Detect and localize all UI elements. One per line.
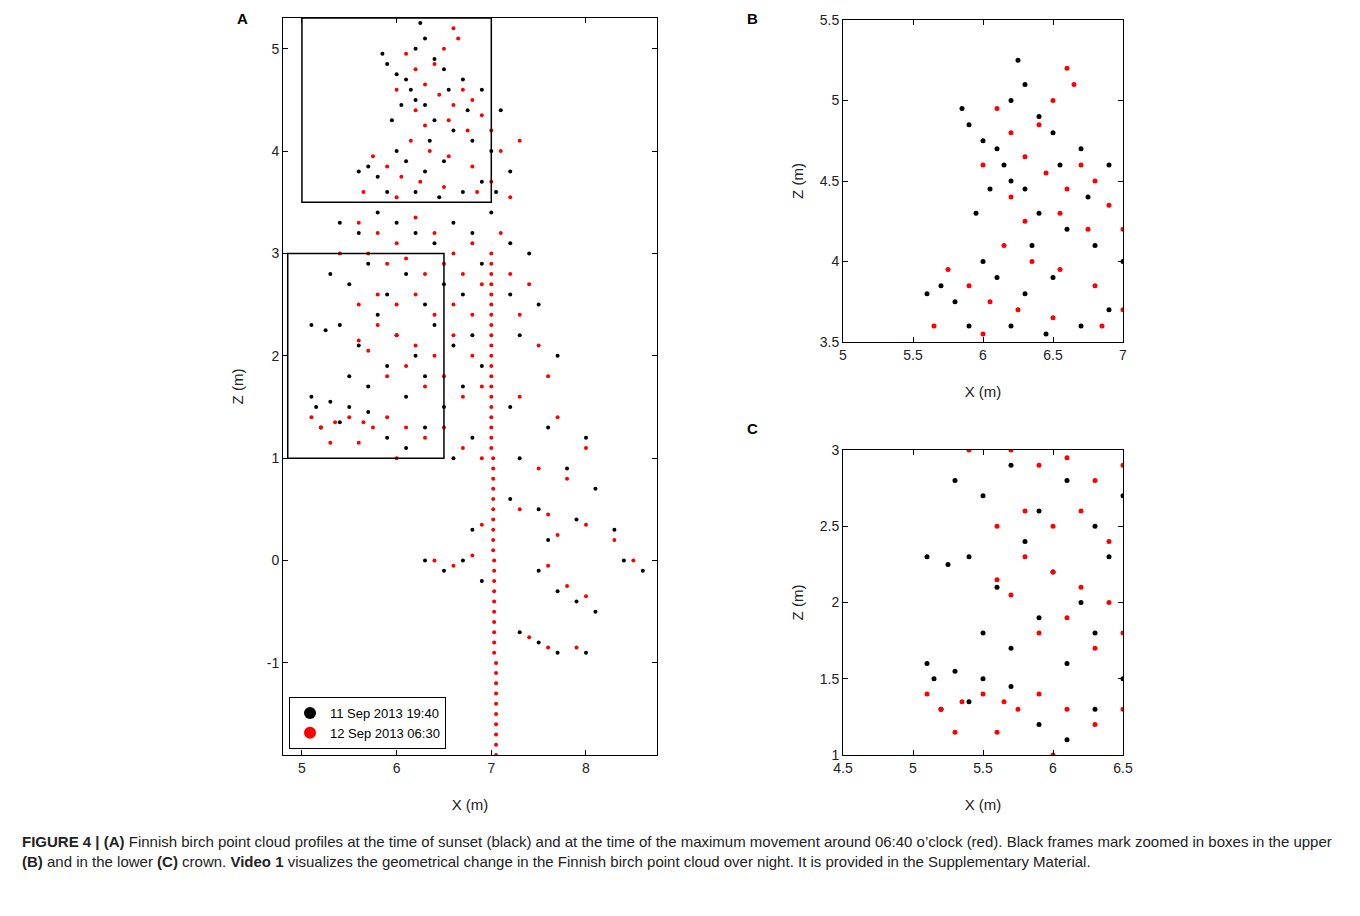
svg-text:1: 1 [271, 450, 279, 466]
svg-text:6: 6 [979, 347, 987, 363]
svg-text:X (m): X (m) [965, 796, 1002, 813]
svg-text:8: 8 [582, 760, 590, 776]
svg-text:1: 1 [831, 747, 839, 763]
svg-text:2: 2 [831, 594, 839, 610]
svg-text:4.5: 4.5 [833, 760, 853, 776]
svg-text:X (m): X (m) [965, 383, 1002, 400]
svg-text:4: 4 [271, 143, 279, 159]
svg-text:3: 3 [831, 442, 839, 458]
html-text:(B) and in the lower (C) crown: (B) and in the lower (C) crown. Video 1 … [22, 853, 1091, 870]
svg-text:6.5: 6.5 [1113, 760, 1133, 776]
svg-text:4: 4 [831, 253, 839, 269]
svg-text:5.5: 5.5 [820, 12, 840, 28]
svg-text:5: 5 [271, 41, 279, 57]
svg-text:5.5: 5.5 [903, 347, 923, 363]
svg-text:5: 5 [839, 347, 847, 363]
svg-text:5: 5 [831, 92, 839, 108]
svg-text:6.5: 6.5 [1043, 347, 1063, 363]
svg-text:0: 0 [271, 552, 279, 568]
svg-text:11 Sep 2013 19:40: 11 Sep 2013 19:40 [330, 706, 439, 721]
svg-text:2: 2 [271, 348, 279, 364]
svg-text:2.5: 2.5 [820, 518, 840, 534]
svg-text:5: 5 [298, 760, 306, 776]
svg-text:X (m): X (m) [452, 796, 489, 813]
svg-text:5.5: 5.5 [973, 760, 993, 776]
svg-text:3: 3 [271, 245, 279, 261]
svg-text:Z (m): Z (m) [229, 369, 246, 405]
svg-text:6: 6 [1049, 760, 1057, 776]
svg-text:6: 6 [393, 760, 401, 776]
svg-text:-1: -1 [267, 655, 280, 671]
svg-text:7: 7 [1119, 347, 1127, 363]
svg-text:Z (m): Z (m) [789, 585, 806, 621]
svg-text:C: C [747, 420, 758, 437]
html-text:FIGURE 4 | (A) Finnish birch p: FIGURE 4 | (A) Finnish birch point cloud… [22, 833, 1332, 850]
svg-text:7: 7 [487, 760, 495, 776]
svg-text:Z (m): Z (m) [789, 163, 806, 199]
svg-text:B: B [747, 10, 758, 27]
svg-text:4.5: 4.5 [820, 173, 840, 189]
svg-text:12 Sep 2013 06:30: 12 Sep 2013 06:30 [330, 726, 440, 741]
svg-text:3.5: 3.5 [820, 334, 840, 350]
svg-text:A: A [237, 10, 248, 27]
svg-text:1.5: 1.5 [820, 671, 840, 687]
svg-text:5: 5 [909, 760, 917, 776]
